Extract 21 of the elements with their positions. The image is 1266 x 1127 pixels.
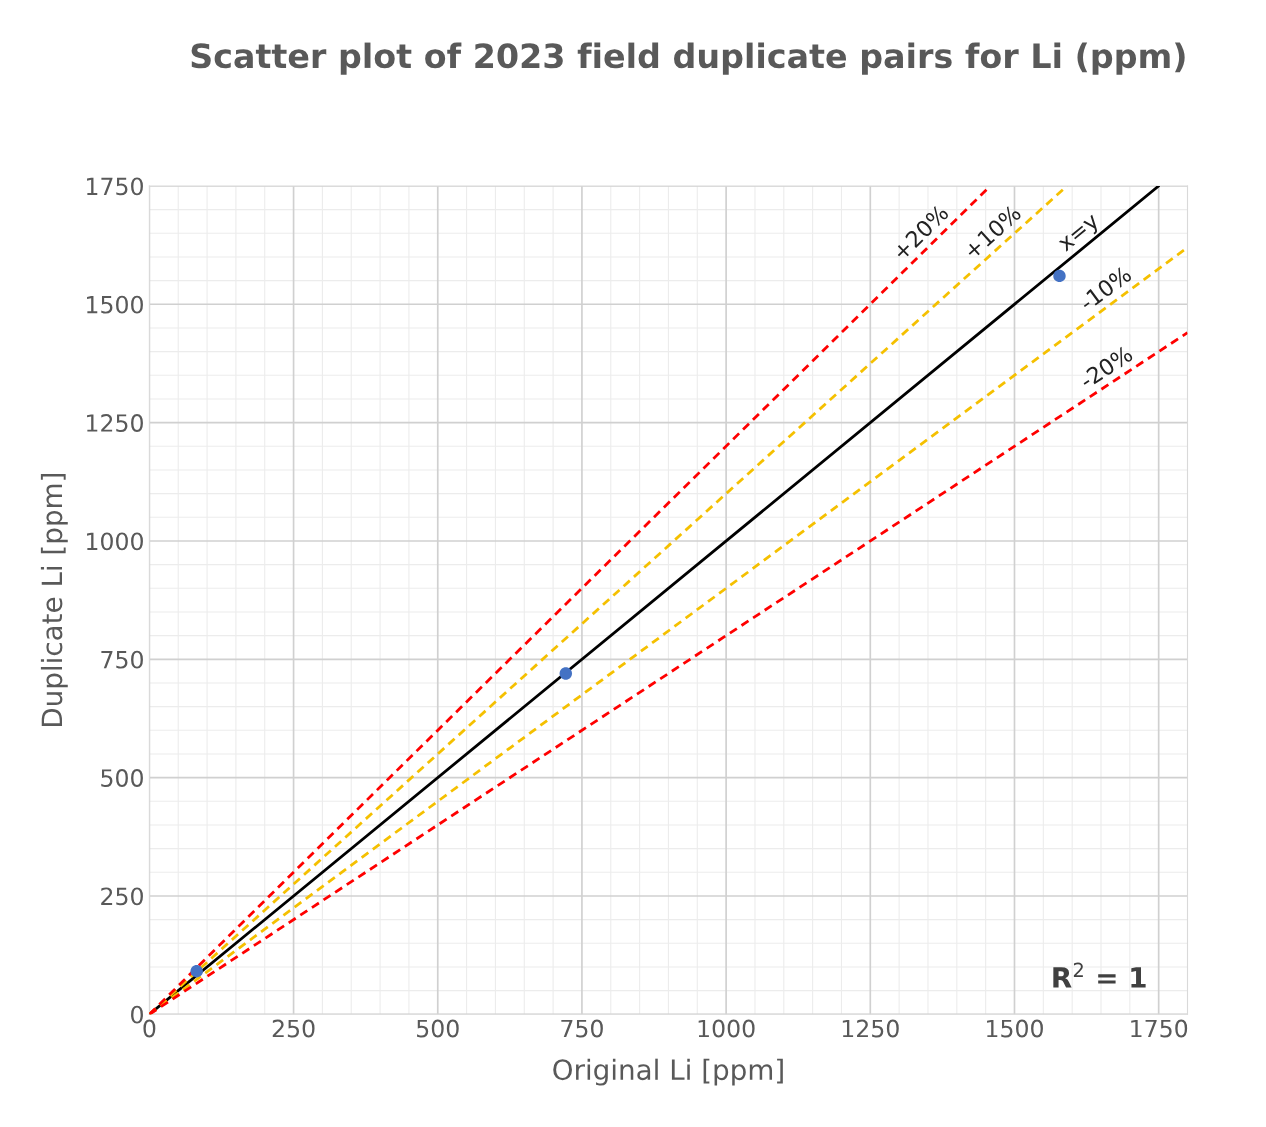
y-tick-label: 1000 [87, 532, 143, 551]
y-axis-title: Duplicate Li [ppm] [40, 473, 68, 726]
y-tick-label: 1750 [87, 177, 143, 196]
x-tick-label: 0 [143, 1019, 156, 1038]
y-tick-label: 250 [101, 887, 143, 906]
x-tick-label: 500 [417, 1019, 459, 1038]
text: x=y [1058, 214, 1103, 256]
x-tick-label: 750 [561, 1019, 603, 1038]
x-axis-title: Original Li [ppm] [553, 1058, 783, 1086]
x-tick-label: 1500 [987, 1019, 1043, 1038]
y-tick-label: 750 [101, 650, 143, 669]
x-tick-label: 1250 [842, 1019, 899, 1038]
y-tick-label: 500 [101, 769, 143, 787]
x-tick-label: 250 [272, 1019, 315, 1038]
chart-title: Scatter plot of 2023 field duplicate pairs for Li (ppm) [191, 42, 1185, 75]
y-tick-label: 1250 [87, 414, 143, 432]
y-tick-label: 1500 [87, 295, 143, 314]
x-tick-label: 1750 [1131, 1019, 1188, 1038]
x-tick-label: 1000 [698, 1019, 755, 1038]
y-tick-label: 0 [131, 1005, 143, 1024]
annotation: R$^{2}$ = 1 [1053, 962, 1146, 988]
